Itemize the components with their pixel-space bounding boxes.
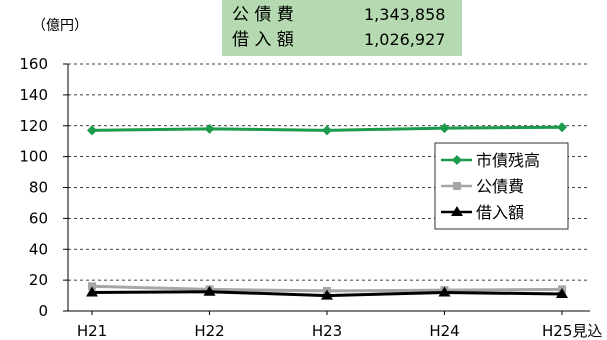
data-point xyxy=(87,125,97,136)
legend-item: 市債残高 xyxy=(441,151,540,170)
y-tick-label: 0 xyxy=(38,302,48,320)
legend-marker xyxy=(451,206,463,216)
data-point xyxy=(556,288,568,299)
data-point xyxy=(321,289,333,300)
series-1 xyxy=(87,122,567,136)
info-label-1: 公 債 費 xyxy=(232,5,294,25)
data-point xyxy=(203,285,216,296)
x-axis-ticks: H21 H22 H23 H24 H25見込 xyxy=(77,311,602,340)
legend-marker xyxy=(452,155,462,165)
series-group xyxy=(86,122,568,300)
legend-label: 借入額 xyxy=(476,203,524,222)
legend-label: 公債費 xyxy=(476,177,524,196)
info-value-2: 1,026,927 xyxy=(364,30,445,49)
legend-item: 公債費 xyxy=(441,177,524,196)
data-point xyxy=(438,286,451,297)
info-box xyxy=(222,0,462,56)
data-point xyxy=(88,282,96,291)
data-point xyxy=(439,123,450,134)
data-point xyxy=(86,286,98,297)
data-point xyxy=(322,125,332,136)
x-tick-label: H21 xyxy=(77,322,107,340)
legend-item: 借入額 xyxy=(441,203,524,222)
data-point xyxy=(204,123,215,134)
y-tick-label: 140 xyxy=(19,86,48,104)
x-tick-label: H23 xyxy=(312,322,342,340)
y-tick-label: 40 xyxy=(29,240,48,258)
y-tick-label: 120 xyxy=(19,117,48,135)
info-label-2: 借 入 額 xyxy=(232,30,294,50)
x-tick-label: H24 xyxy=(429,322,459,340)
y-axis-unit: （億円） xyxy=(32,18,88,34)
y-axis-ticks: 0 20 40 60 80 100 120 140 160 xyxy=(19,55,68,320)
x-tick-label: H22 xyxy=(194,322,224,340)
data-point xyxy=(557,122,567,133)
series-3 xyxy=(86,285,568,300)
y-tick-label: 100 xyxy=(19,148,48,166)
legend-marker xyxy=(453,182,461,190)
x-tick-label: H25見込 xyxy=(542,322,602,340)
gridlines xyxy=(68,63,590,281)
y-tick-label: 80 xyxy=(29,179,48,197)
y-tick-label: 20 xyxy=(29,271,48,289)
y-tick-label: 60 xyxy=(29,209,48,227)
y-tick-label: 160 xyxy=(19,55,48,73)
legend-label: 市債残高 xyxy=(476,151,540,170)
info-value-1: 1,343,858 xyxy=(364,5,445,24)
